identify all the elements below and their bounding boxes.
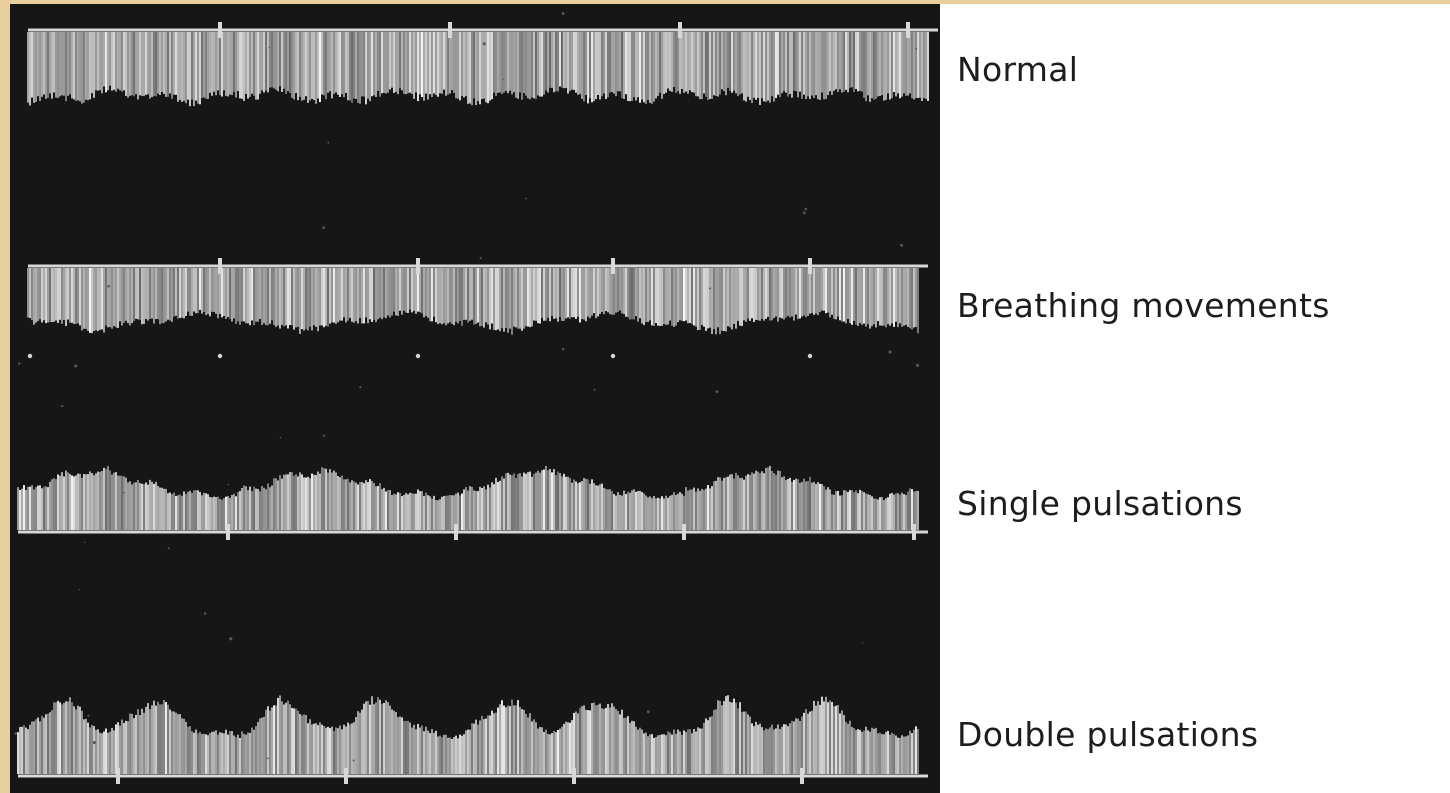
speckle [323,434,326,437]
time-tick [344,768,348,784]
time-tick [454,524,458,540]
speckle [352,759,355,762]
speckle [709,287,712,290]
time-tick [572,768,576,784]
speckle [268,46,271,49]
marker-dot [807,353,813,359]
speckle [167,547,170,550]
time-tick [800,768,804,784]
speckle [229,637,233,641]
speckle [18,362,21,365]
speckle [561,12,565,15]
trace-double-pulsations [17,695,928,784]
speckle [14,732,17,735]
time-tick [808,258,812,274]
speckle [107,284,110,288]
speckle [525,197,527,200]
speckle [322,226,326,229]
trace-normal [27,22,938,107]
time-tick [116,768,120,784]
time-tick [611,258,615,274]
speckle [123,491,125,494]
speckle [359,386,362,389]
speckle [227,483,230,486]
speckle [479,257,482,260]
time-tick [678,22,682,38]
speckle [61,405,64,408]
speckle [327,141,330,144]
speckle [888,350,892,354]
speckle [804,207,808,211]
label-single-pulsations: Single pulsations [957,484,1243,523]
speckle [92,741,96,745]
speckle [593,388,596,391]
label-breathing-movements: Breathing movements [957,286,1330,325]
label-normal: Normal [957,50,1079,89]
speckle [802,211,806,214]
time-tick [218,258,222,274]
marker-dot [610,353,616,359]
time-tick [906,22,910,38]
time-tick [682,524,686,540]
time-tick [448,22,452,38]
speckle [78,588,80,591]
trace-breathing-movements [27,258,928,359]
speckle [267,757,269,760]
speckle [715,390,719,393]
marker-dot [217,353,223,359]
speckle [862,642,864,644]
speckle [83,541,86,544]
trace-single-pulsations [17,465,928,540]
time-tick [912,524,916,540]
marker-dot [415,353,421,359]
speckle [203,612,207,615]
marker-dot [27,353,33,359]
speckle [900,243,903,247]
speckle [915,47,918,50]
time-tick [226,524,230,540]
speckle [482,42,486,46]
speckle [646,710,650,714]
speckle [87,714,90,717]
time-tick [416,258,420,274]
speckle [915,363,920,367]
speckle [279,436,282,439]
time-tick [218,22,222,38]
panel-background [10,4,940,793]
speckle [74,364,78,368]
doppler-waveform-figure: Normal Breathing movements Single pulsat… [10,4,1450,793]
speckle [468,102,471,104]
spectral-doppler-panel [10,4,940,793]
label-double-pulsations: Double pulsations [957,715,1259,754]
speckle [502,78,505,81]
speckle [562,348,565,351]
